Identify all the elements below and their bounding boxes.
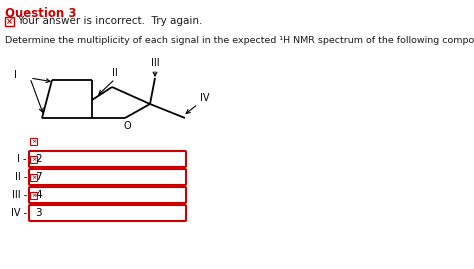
Bar	[30, 192, 37, 199]
Text: ×: ×	[6, 17, 13, 26]
Bar	[30, 174, 37, 181]
Bar	[30, 156, 37, 163]
Text: I: I	[14, 70, 17, 80]
Text: ×: ×	[31, 175, 36, 180]
FancyBboxPatch shape	[29, 205, 186, 221]
Text: 2: 2	[35, 154, 42, 164]
Text: Determine the multiplicity of each signal in the expected ¹H NMR spectrum of the: Determine the multiplicity of each signa…	[5, 36, 474, 45]
Text: III -: III -	[12, 190, 27, 200]
Text: Your answer is incorrect.  Try again.: Your answer is incorrect. Try again.	[17, 16, 202, 27]
Text: I -: I -	[18, 154, 27, 164]
Text: 4: 4	[35, 190, 42, 200]
Text: IV -: IV -	[11, 208, 27, 218]
Text: O: O	[123, 121, 131, 131]
Text: II -: II -	[15, 172, 27, 182]
Bar	[30, 138, 37, 145]
Text: 7: 7	[35, 172, 42, 182]
Text: IV: IV	[200, 93, 210, 103]
Text: Question 3: Question 3	[5, 6, 76, 19]
Text: II: II	[112, 68, 118, 78]
Text: ×: ×	[31, 193, 36, 198]
Text: ×: ×	[31, 157, 36, 162]
FancyBboxPatch shape	[29, 151, 186, 167]
FancyBboxPatch shape	[29, 187, 186, 203]
Bar	[5, 17, 14, 26]
Text: III: III	[151, 58, 159, 68]
Text: 3: 3	[35, 208, 42, 218]
Text: ×: ×	[31, 139, 36, 144]
FancyBboxPatch shape	[29, 169, 186, 185]
